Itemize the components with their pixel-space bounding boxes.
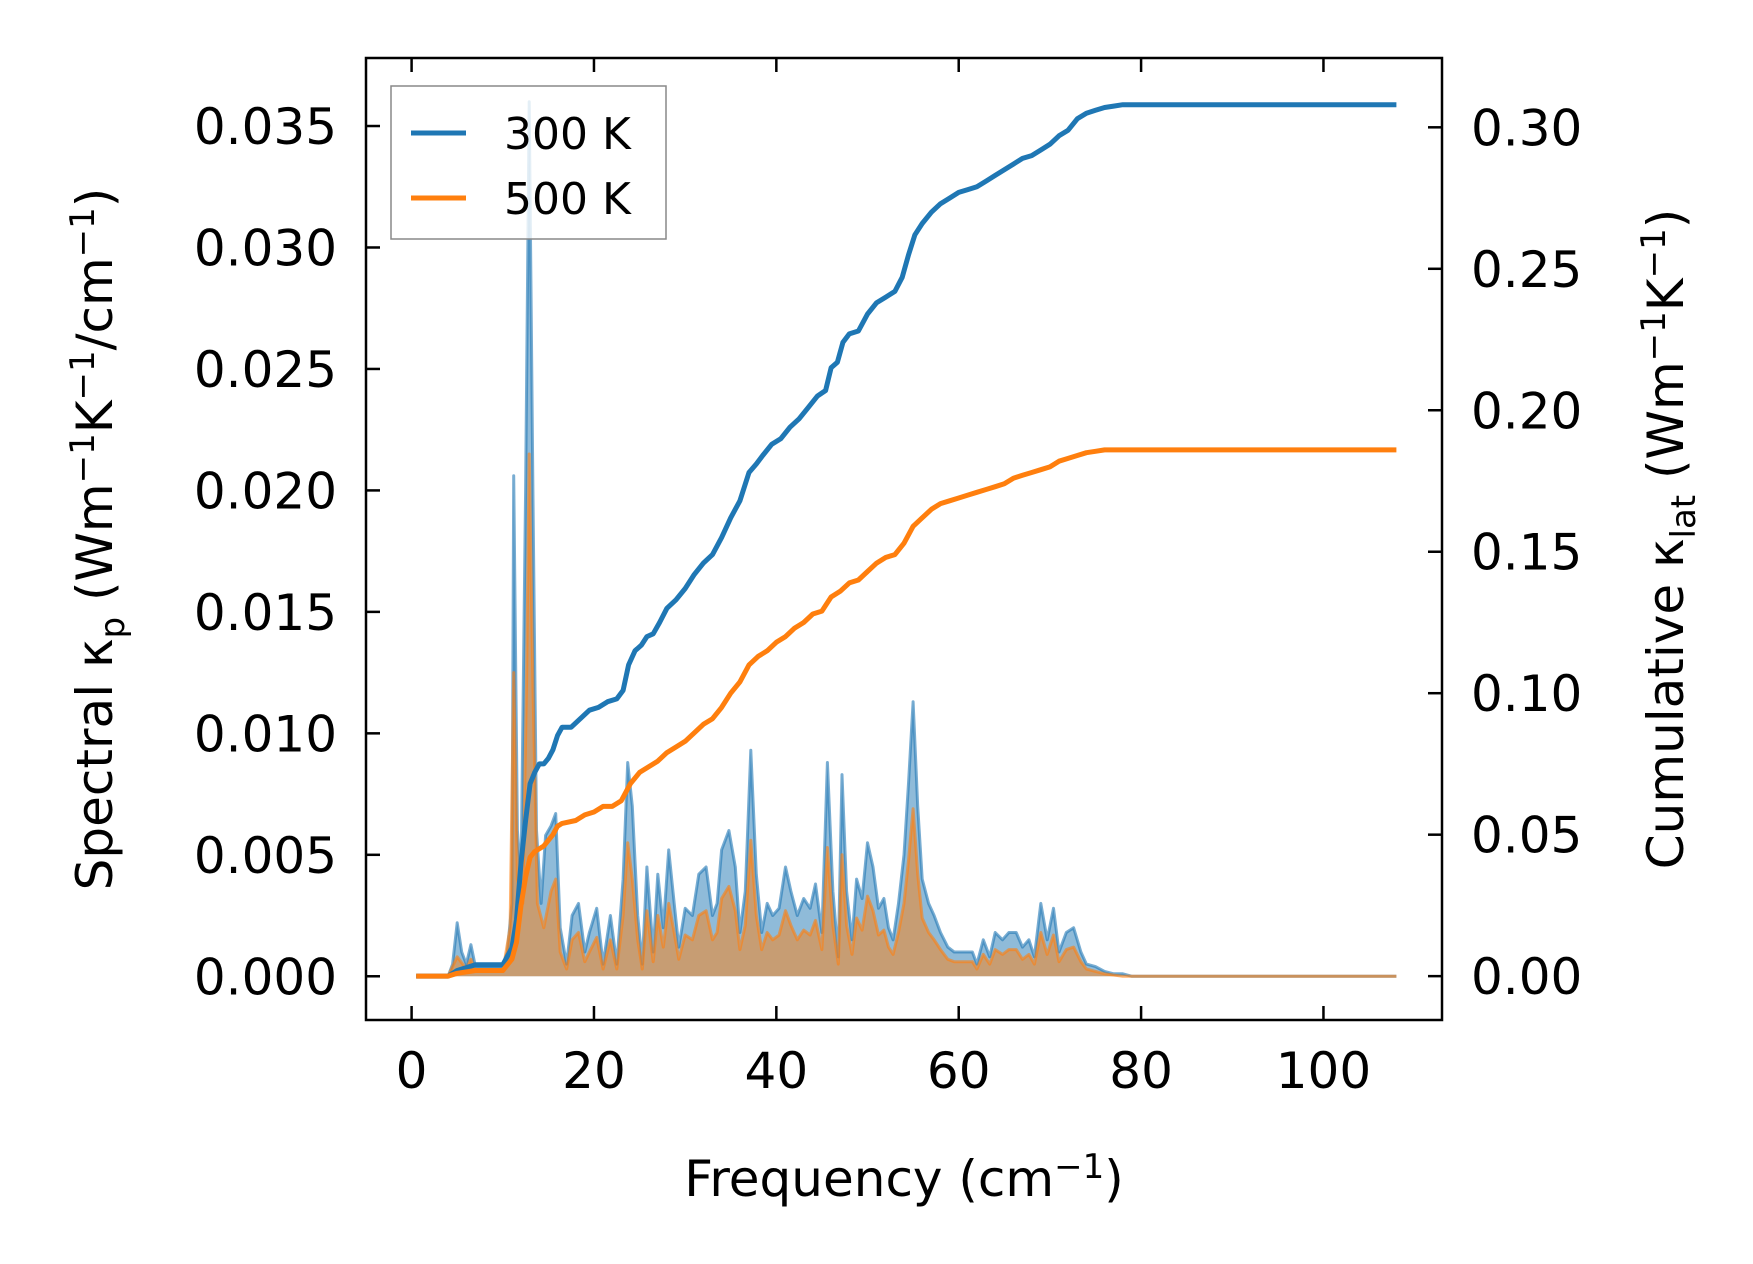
legend: 300 K 500 K <box>390 85 667 240</box>
plot-frame <box>364 56 1444 1022</box>
y-left-tick-label: 0.020 <box>194 462 337 520</box>
legend-frame <box>390 85 667 240</box>
y-left-tick-label: 0.030 <box>194 219 337 277</box>
x-tick-label: 0 <box>396 1042 428 1100</box>
y-left-tick-label: 0.000 <box>194 948 337 1006</box>
x-tick-label: 80 <box>1109 1042 1173 1100</box>
y-left-tick-label: 0.035 <box>194 98 337 156</box>
y-right-tick-label: 0.10 <box>1471 665 1582 723</box>
y-left-tick-label: 0.010 <box>194 705 337 763</box>
series-lines <box>416 102 1397 979</box>
y-left-tick-label: 0.015 <box>194 584 337 642</box>
y-right-tick-label: 0.05 <box>1471 807 1582 865</box>
spectral-line-2 <box>416 452 1397 978</box>
y-right-tick-label: 0.30 <box>1471 99 1582 157</box>
cumulative-line-2 <box>416 447 1397 979</box>
y-right-tick-label: 0.15 <box>1471 524 1582 582</box>
legend-label: 500 K <box>504 174 632 225</box>
axis-ticks: 0 20 40 60 80 100 0.000 0.005 0.010 0.015 0.020 0.0… <box>194 58 1582 1100</box>
x-tick-label: 60 <box>927 1042 991 1100</box>
x-tick-label: 100 <box>1276 1042 1371 1100</box>
x-axis-title: Frequency (cm−1) <box>684 1147 1124 1208</box>
x-tick-label: 20 <box>562 1042 626 1100</box>
y-right-tick-label: 0.25 <box>1471 241 1582 299</box>
y-right-tick-label: 0.00 <box>1471 948 1582 1006</box>
y-left-tick-label: 0.025 <box>194 341 337 399</box>
y-axis-right-title: Cumulative κlat​ (Wm−1​K−1​) <box>1634 209 1704 869</box>
spectral-line-1 <box>416 100 1397 978</box>
x-tick-label: 40 <box>745 1042 809 1100</box>
cumulative-line-1 <box>416 102 1397 979</box>
y-left-tick-label: 0.005 <box>194 827 337 885</box>
y-right-tick-label: 0.20 <box>1471 382 1582 440</box>
y-axis-left-title: Spectral κp​ (Wm−1​K−1​/cm−1​) <box>63 188 133 891</box>
legend-label: 300 K <box>504 109 632 160</box>
